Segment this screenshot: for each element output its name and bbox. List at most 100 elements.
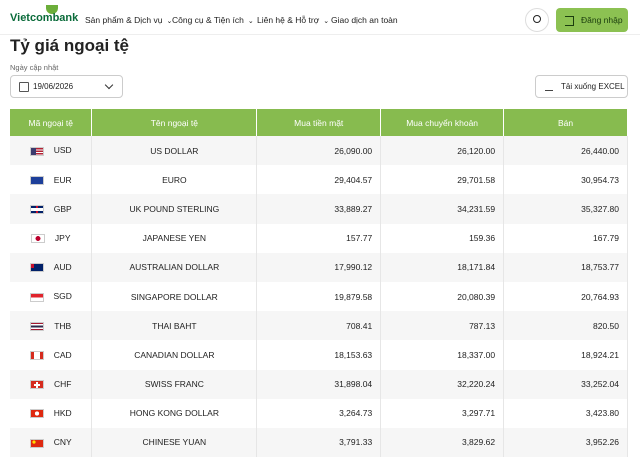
rate-value: 3,791.33 xyxy=(256,427,382,457)
currency-code: HKD xyxy=(53,408,72,419)
currency-name: JAPANESE YEN xyxy=(91,223,258,253)
currency-code: CHF xyxy=(53,378,72,389)
flag-icon xyxy=(29,146,44,156)
rate-row: AUD AUSTRALIAN DOLLAR 17,990.12 18,171.84 18… xyxy=(10,252,628,282)
download-button[interactable]: Tải xuống EXCEL xyxy=(535,75,628,98)
date-label: Ngày cập nhật xyxy=(10,63,59,72)
header: Vietcombank Sản phẩm & Dịch vụ ⌄ Công cụ … xyxy=(0,0,640,35)
flag-icon xyxy=(29,409,44,419)
page-title: Tỷ giá ngoại tệ xyxy=(10,36,130,55)
currency-code-cell: USD xyxy=(10,136,93,166)
rate-value: 18,337.00 xyxy=(380,340,505,370)
rate-row: GBP UK POUND STERLING 33,889.27 34,231.59 35… xyxy=(10,194,628,224)
column-header: Bán xyxy=(503,109,628,136)
search-button[interactable] xyxy=(525,8,549,32)
currency-name: SWISS FRANC xyxy=(91,369,258,399)
currency-code: CNY xyxy=(53,437,72,448)
date-picker[interactable]: 19/06/2026 xyxy=(10,75,123,98)
nav-item[interactable]: Công cụ & Tiện ích ⌄ xyxy=(172,15,254,25)
rate-value: 3,829.62 xyxy=(380,427,505,457)
currency-name: CHINESE YUAN xyxy=(91,427,258,457)
currency-code: EUR xyxy=(53,174,72,185)
rate-value: 159.36 xyxy=(380,223,505,253)
rate-value: 20,764.93 xyxy=(503,281,628,312)
flag-icon xyxy=(29,263,44,273)
rate-value: 26,120.00 xyxy=(380,136,505,166)
rate-value: 3,423.80 xyxy=(503,398,628,428)
rate-value: 26,440.00 xyxy=(503,136,628,166)
rate-value: 20,080.39 xyxy=(380,281,505,312)
column-header: Mã ngoại tệ xyxy=(10,109,93,136)
rate-row: USD US DOLLAR 26,090.00 26,120.00 26,440.00 xyxy=(10,136,628,166)
currency-code: JPY xyxy=(54,233,71,244)
currency-code-cell: EUR xyxy=(10,165,93,195)
rate-value: 3,952.26 xyxy=(503,427,628,457)
rate-row: THB THAI BAHT 708.41 787.13 820.50 xyxy=(10,311,628,341)
flag-icon xyxy=(30,321,45,331)
flag-icon xyxy=(29,175,44,185)
rate-value: 18,171.84 xyxy=(380,252,505,282)
nav-item[interactable]: Giao dịch an toàn xyxy=(331,15,398,25)
rate-value: 29,404.57 xyxy=(256,165,382,195)
rate-row: CHF SWISS FRANC 31,898.04 32,220.24 33,252.0… xyxy=(10,369,628,399)
currency-name: UK POUND STERLING xyxy=(91,194,258,224)
currency-code: USD xyxy=(53,145,72,156)
currency-name: US DOLLAR xyxy=(91,136,258,166)
flag-icon xyxy=(29,380,44,390)
currency-code: GBP xyxy=(53,203,72,214)
rate-value: 31,898.04 xyxy=(256,369,382,399)
flag-icon xyxy=(29,292,44,302)
flag-icon xyxy=(29,205,44,215)
rate-value: 33,252.04 xyxy=(503,369,628,399)
currency-name: CANADIAN DOLLAR xyxy=(91,340,258,370)
currency-code: AUD xyxy=(53,262,72,273)
currency-code-cell: CNY xyxy=(10,427,93,457)
rate-row: CAD CANADIAN DOLLAR 18,153.63 18,337.00 18,9… xyxy=(10,340,628,370)
currency-code-cell: HKD xyxy=(10,398,93,428)
header-row: Mã ngoại tệ Tên ngoại tệ Mua tiền mặt Mua c… xyxy=(10,109,628,136)
rate-value: 167.79 xyxy=(503,223,628,253)
currency-name: AUSTRALIAN DOLLAR xyxy=(91,252,258,282)
rate-row: SGD SINGAPORE DOLLAR 19,879.58 20,080.39 20,… xyxy=(10,281,628,312)
currency-code-cell: JPY xyxy=(10,223,93,253)
column-header: Mua chuyển khoản xyxy=(380,109,505,136)
rate-value: 3,297.71 xyxy=(380,398,505,428)
flag-icon xyxy=(29,351,44,361)
currency-name: HONG KONG DOLLAR xyxy=(91,398,258,428)
rate-value: 708.41 xyxy=(256,311,382,341)
rate-value: 33,889.27 xyxy=(256,194,382,224)
currency-name: SINGAPORE DOLLAR xyxy=(91,281,258,312)
currency-code-cell: THB xyxy=(10,311,93,341)
currency-name: EURO xyxy=(91,165,258,195)
flag-icon xyxy=(30,234,45,244)
column-header: Mua tiền mặt xyxy=(256,109,382,136)
rate-value: 820.50 xyxy=(503,311,628,341)
rate-value: 18,924.21 xyxy=(503,340,628,370)
rate-value: 19,879.58 xyxy=(256,281,382,312)
logo-icon xyxy=(46,5,58,14)
login-button[interactable]: Đăng nhập xyxy=(556,8,628,32)
nav-text: Giao dịch an toàn xyxy=(331,15,398,25)
rate-value: 35,327.80 xyxy=(503,194,628,224)
rate-value: 30,954.73 xyxy=(503,165,628,195)
rate-value: 787.13 xyxy=(380,311,505,341)
rate-row: EUR EURO 29,404.57 29,701.58 30,954.73 xyxy=(10,165,628,195)
logo[interactable]: Vietcombank xyxy=(10,12,79,24)
rate-value: 3,264.73 xyxy=(256,398,382,428)
currency-code-cell: CAD xyxy=(10,340,93,370)
rate-value: 18,753.77 xyxy=(503,252,628,282)
rate-table: Mã ngoại tệ Tên ngoại tệ Mua tiền mặt Mua c… xyxy=(10,109,628,457)
nav-text: Công cụ & Tiện ích xyxy=(172,15,244,25)
rate-value: 26,090.00 xyxy=(256,136,382,166)
currency-code: SGD xyxy=(53,291,72,302)
currency-name: THAI BAHT xyxy=(91,311,258,341)
nav-item[interactable]: Sản phẩm & Dịch vụ ⌄ xyxy=(85,15,173,25)
currency-code: CAD xyxy=(53,349,72,360)
rate-row: CNY CHINESE YUAN 3,791.33 3,829.62 3,952.26 xyxy=(10,427,628,457)
nav-item[interactable]: Liên hệ & Hỗ trợ ⌄ xyxy=(257,15,330,25)
rate-value: 32,220.24 xyxy=(380,369,505,399)
rate-row: JPY JAPANESE YEN 157.77 159.36 167.79 xyxy=(10,223,628,253)
currency-code-cell: SGD xyxy=(10,281,93,312)
currency-code-cell: GBP xyxy=(10,194,93,224)
